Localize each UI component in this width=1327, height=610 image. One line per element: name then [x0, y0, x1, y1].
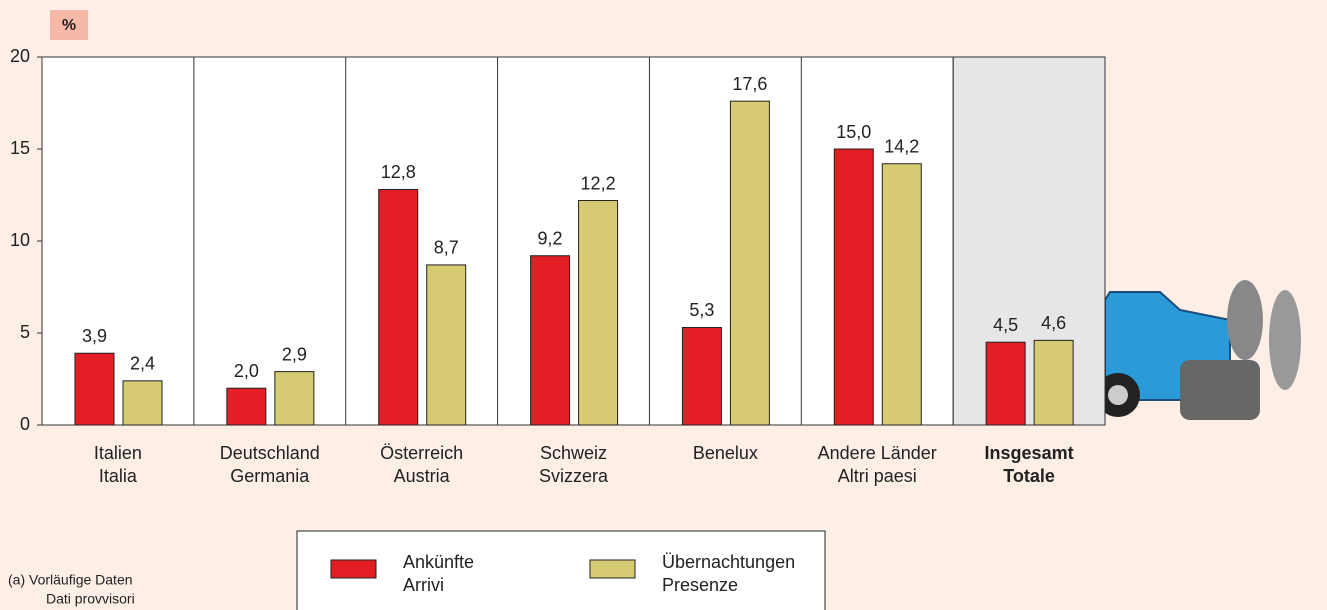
legend-label: Arrivi [403, 575, 444, 595]
bar [427, 265, 466, 425]
bar [75, 353, 114, 425]
y-tick-label: 0 [20, 414, 30, 434]
x-tick-label: Svizzera [539, 466, 609, 486]
footnote-line: Dati provvisori [46, 591, 135, 607]
x-tick-label: Italien [94, 443, 142, 463]
bar [834, 149, 873, 425]
chart: % (a) Vorläufige Daten Dati provvisori 0… [0, 0, 1327, 610]
footnote: (a) Vorläufige Daten Dati provvisori [8, 572, 135, 607]
value-label: 5,3 [689, 300, 714, 320]
y-tick-label: 15 [10, 138, 30, 158]
bar [882, 164, 921, 425]
value-label: 2,4 [130, 354, 155, 374]
illustration [1096, 280, 1301, 420]
x-tick-label: Germania [230, 466, 310, 486]
total-highlight [953, 57, 1105, 425]
value-label: 12,2 [581, 173, 616, 193]
y-tick-label: 5 [20, 322, 30, 342]
value-label: 17,6 [732, 74, 767, 94]
value-label: 2,9 [282, 344, 307, 364]
legend-label: Presenze [662, 575, 738, 595]
footnote-line: (a) Vorläufige Daten [8, 572, 133, 588]
x-tick-label: Benelux [693, 443, 758, 463]
x-tick-label: Insgesamt [985, 443, 1074, 463]
value-label: 15,0 [836, 122, 871, 142]
bar [682, 327, 721, 425]
bar [379, 189, 418, 425]
value-label: 4,6 [1041, 313, 1066, 333]
value-label: 12,8 [381, 162, 416, 182]
value-label: 2,0 [234, 361, 259, 381]
legend-swatch [331, 560, 376, 578]
x-tick-label: Österreich [380, 443, 463, 463]
legend-swatch [590, 560, 635, 578]
x-tick-label: Italia [99, 466, 138, 486]
bar [730, 101, 769, 425]
bar [1034, 340, 1073, 425]
bar [986, 342, 1025, 425]
bar [531, 256, 570, 425]
x-tick-label: Austria [394, 466, 451, 486]
value-label: 9,2 [538, 228, 563, 248]
x-tick-label: Altri paesi [838, 466, 917, 486]
value-label: 14,2 [884, 136, 919, 156]
plot-area [42, 57, 1105, 425]
y-axis-label: % [62, 17, 76, 34]
bar [123, 381, 162, 425]
y-tick-label: 10 [10, 230, 30, 250]
page: % (a) Vorläufige Daten Dati provvisori 0… [0, 0, 1327, 610]
x-tick-label: Deutschland [220, 443, 320, 463]
y-tick-label: 20 [10, 46, 30, 66]
bar [275, 372, 314, 425]
value-label: 8,7 [434, 238, 459, 258]
x-tick-label: Andere Länder [818, 443, 937, 463]
legend-label: Ankünfte [403, 552, 474, 572]
bar [579, 201, 618, 425]
x-tick-label: Schweiz [540, 443, 607, 463]
bar [227, 388, 266, 425]
value-label: 4,5 [993, 315, 1018, 335]
x-tick-label: Totale [1003, 466, 1055, 486]
value-label: 3,9 [82, 326, 107, 346]
legend-label: Übernachtungen [662, 552, 795, 572]
